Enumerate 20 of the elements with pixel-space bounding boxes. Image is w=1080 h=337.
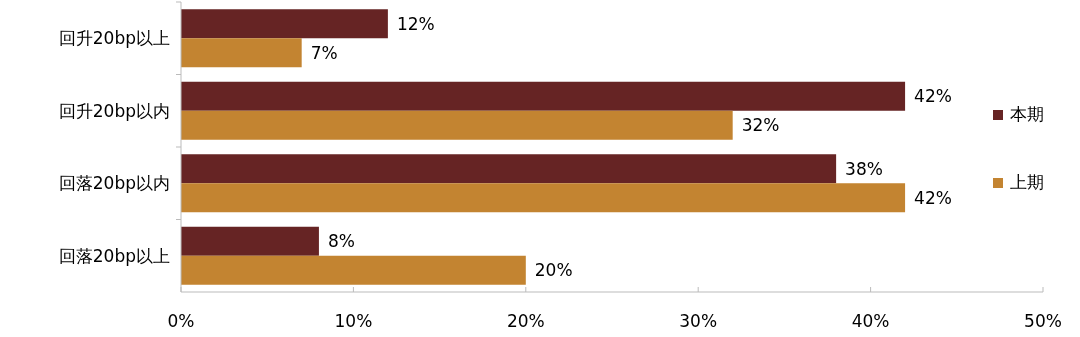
x-tick-label: 50%: [1024, 311, 1062, 331]
data-label: 32%: [741, 115, 780, 136]
y-tick-label: 回落20bp以上: [58, 245, 170, 266]
x-tick-label: 40%: [851, 311, 890, 331]
x-tick-label: 0%: [167, 311, 195, 331]
legend-label: 本期: [1010, 104, 1044, 124]
legend-label: 上期: [1010, 172, 1044, 192]
data-label: 42%: [914, 86, 952, 107]
x-tick-label: 30%: [679, 311, 718, 331]
data-label: 12%: [396, 13, 435, 34]
data-label: 7%: [310, 42, 338, 63]
x-tick-label: 20%: [506, 311, 545, 331]
y-tick-label: 回升20bp以内: [58, 100, 170, 121]
data-label: 8%: [327, 231, 355, 252]
y-tick-label: 回落20bp以内: [58, 173, 170, 194]
y-tick-label: 回升20bp以上: [58, 28, 170, 49]
data-label: 20%: [534, 260, 573, 281]
data-label: 38%: [845, 158, 883, 179]
data-label: 42%: [914, 187, 952, 208]
x-tick-label: 10%: [334, 311, 373, 331]
